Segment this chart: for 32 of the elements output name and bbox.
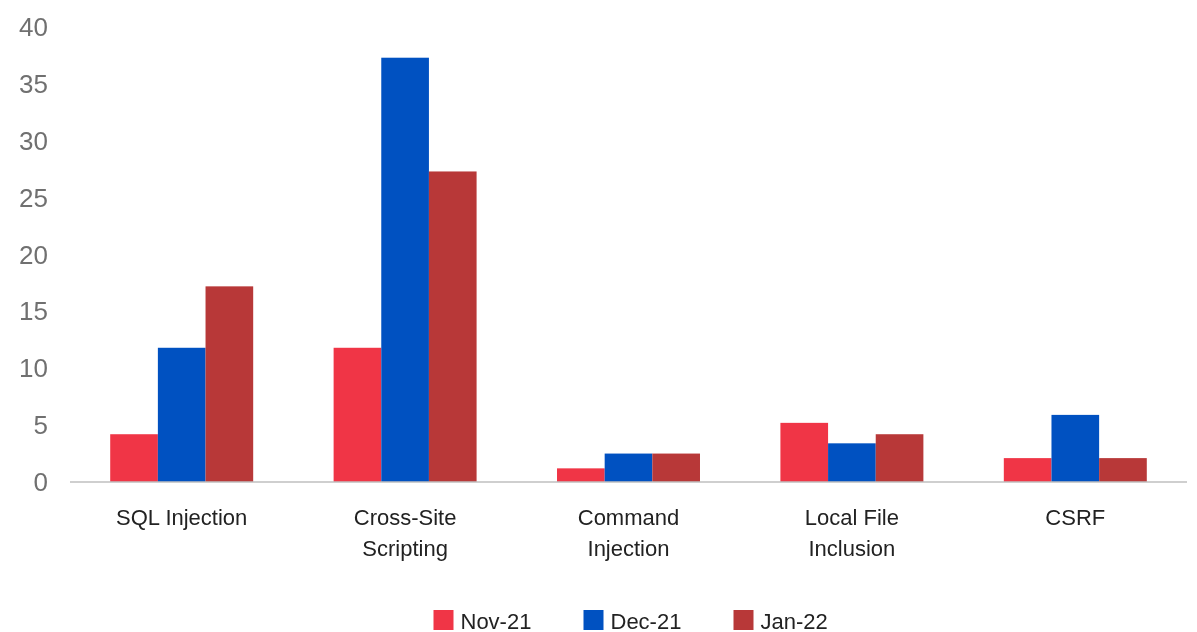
bar [604, 453, 653, 482]
y-tick-label: 30 [19, 125, 48, 156]
y-tick-label: 0 [33, 467, 48, 497]
bar [205, 286, 254, 482]
y-tick-label: 15 [19, 296, 48, 327]
bar [1099, 458, 1147, 482]
legend-label: Dec-21 [610, 608, 682, 632]
bar [333, 347, 382, 482]
x-tick-label: Local File Inclusion [804, 505, 899, 561]
bar [557, 468, 605, 482]
x-tick-label: Command Injection [577, 505, 680, 561]
y-tick-label: 40 [19, 12, 48, 42]
bar [875, 434, 924, 482]
y-tick-label: 25 [19, 182, 48, 213]
x-tick-label: SQL Injection [116, 505, 248, 530]
x-tick-label: CSRF [1045, 505, 1106, 530]
bar [780, 422, 829, 482]
y-tick-label: 35 [19, 68, 48, 99]
y-tick-label: 5 [33, 410, 48, 441]
bar [428, 171, 477, 482]
x-tick-label: Cross-Site Scripting [353, 505, 457, 561]
bar [828, 443, 876, 482]
y-tick-label: 10 [19, 353, 48, 384]
bar [1051, 414, 1100, 482]
bar [381, 57, 429, 482]
bar [157, 347, 206, 482]
bar [652, 453, 700, 482]
legend-label: Nov-21 [460, 608, 532, 632]
bar [1003, 458, 1052, 482]
y-tick-label: 20 [19, 239, 48, 270]
bar [110, 434, 158, 482]
legend-label: Jan-22 [760, 608, 828, 632]
